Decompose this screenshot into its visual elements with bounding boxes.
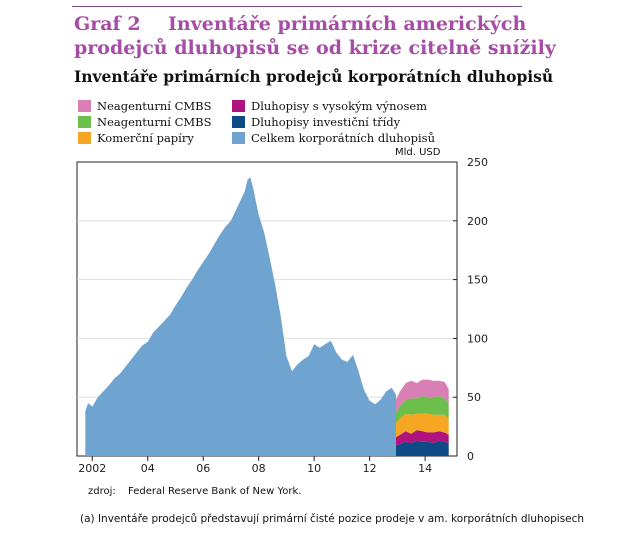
series-area-hy — [396, 430, 449, 446]
figure-number: Graf 2 — [74, 13, 141, 35]
footnote: (a) Inventáře prodejců představují primá… — [80, 513, 585, 525]
x-tick-label: 08 — [252, 462, 266, 475]
y-tick-label: 100 — [467, 332, 488, 345]
legend-swatch — [78, 116, 91, 128]
legend-swatch — [78, 100, 91, 112]
figure-title-line2: prodejců dluhopisů se od krize citelně s… — [74, 37, 556, 59]
x-tick-label: 04 — [141, 462, 155, 475]
series-area-acmbs — [396, 396, 449, 424]
legend-column-left: Neagenturní CMBS Neagenturní CMBS Komerč… — [78, 98, 211, 146]
legend-item: Dluhopisy s vysokým výnosem — [232, 98, 435, 114]
y-axis-unit: Mld. USD — [395, 147, 441, 158]
legend-label: Dluhopisy investiční třídy — [251, 115, 401, 129]
x-tick-label: 12 — [363, 462, 377, 475]
y-tick-label: 0 — [467, 450, 474, 463]
legend-label: Celkem korporátních dluhopisů — [251, 131, 435, 145]
series-layer — [85, 177, 449, 457]
x-tick-label: 10 — [307, 462, 321, 475]
y-tick-label: 50 — [467, 391, 481, 404]
legend-item: Neagenturní CMBS — [78, 114, 211, 130]
series-area-ig — [396, 440, 449, 456]
legend-item: Celkem korporátních dluhopisů — [232, 130, 435, 146]
legend-swatch — [232, 100, 245, 112]
legend-label: Neagenturní CMBS — [97, 99, 212, 113]
series-area-total — [85, 177, 397, 457]
header-rule — [72, 6, 522, 7]
axes-layer: 0 50 100 150 200 250 2002 04 06 08 10 12 14 — [78, 156, 488, 475]
x-tick-label: 06 — [196, 462, 210, 475]
figure-title-line1: Inventáře primárních amerických — [168, 13, 527, 35]
legend-item: Komerční papíry — [78, 130, 211, 146]
y-tick-label: 150 — [467, 274, 488, 287]
legend-swatch — [232, 116, 245, 128]
series-area-ncmbs — [396, 379, 449, 413]
y-tick-label: 200 — [467, 215, 488, 228]
legend-item: Neagenturní CMBS — [78, 98, 211, 114]
source-text: Federal Reserve Bank of New York. — [128, 486, 302, 497]
chart-title: Inventáře primárních prodejců korporátní… — [74, 67, 554, 86]
legend-item: Dluhopisy investiční třídy — [232, 114, 435, 130]
figure-heading: Graf 2 Inventáře primárních amerických pr… — [74, 12, 614, 60]
legend-label: Dluhopisy s vysokým výnosem — [251, 99, 428, 113]
legend-swatch — [78, 132, 91, 144]
y-tick-label: 250 — [467, 156, 488, 169]
legend-column-right: Dluhopisy s vysokým výnosem Dluhopisy in… — [232, 98, 435, 146]
series-area-cp — [396, 413, 449, 438]
x-tick-label: 2002 — [78, 462, 106, 475]
legend-swatch — [232, 132, 245, 144]
legend-label: Komerční papíry — [97, 131, 194, 145]
source-note: zdroj: Federal Reserve Bank of New York. — [88, 486, 302, 497]
source-label: zdroj: — [88, 486, 116, 497]
legend-label: Neagenturní CMBS — [97, 115, 212, 129]
x-tick-label: 14 — [418, 462, 432, 475]
